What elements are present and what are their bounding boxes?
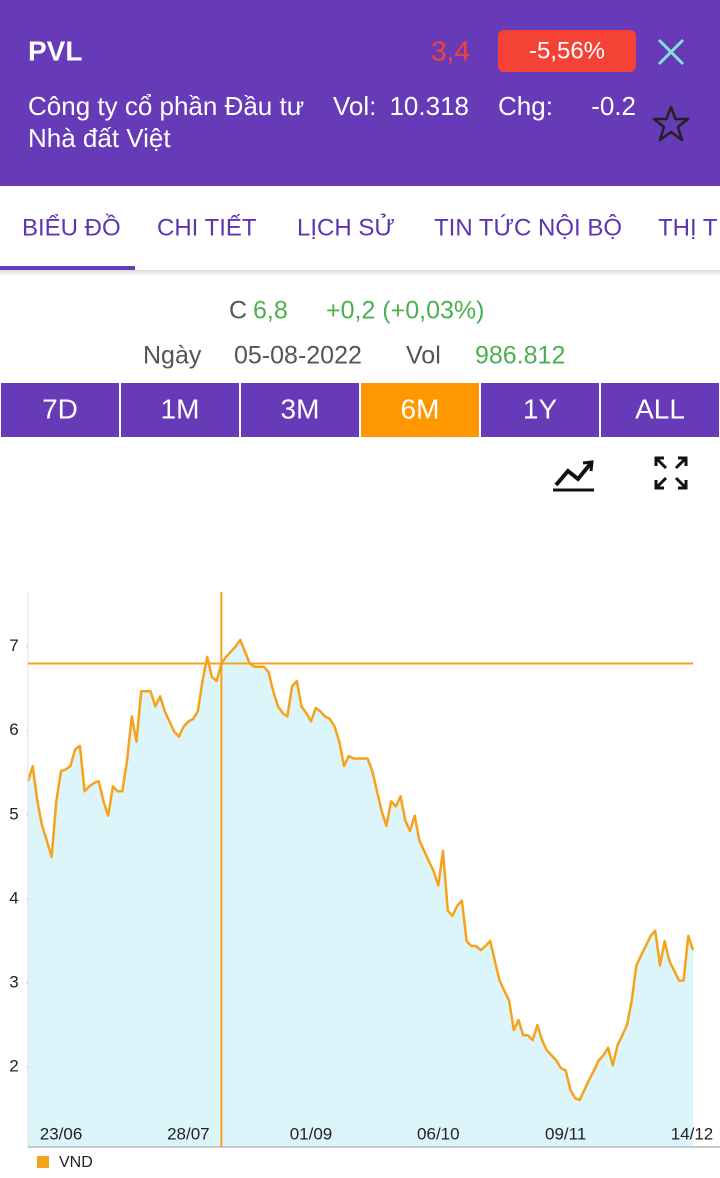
change: +0,2 (+0,03%) [326,297,484,325]
favorite-star[interactable] [652,105,690,142]
y-tick-label: 2 [9,1057,18,1076]
range-label: 1M [161,393,200,424]
chg-label: Chg: [498,91,553,121]
symbol: PVL [28,35,82,66]
y-tick-label: 6 [9,720,18,739]
legend-swatch [37,1156,49,1168]
x-tick-label: 09/11 [545,1124,586,1143]
tab[interactable]: LỊCH SỬ [297,212,395,241]
vol-label: Vol [406,342,441,370]
y-tick-label: 3 [9,973,18,992]
line [26,638,695,1102]
price: 3,4 [431,35,470,66]
c-value: 6,8 [253,297,288,325]
change-pct: -5,56% [529,37,605,64]
change-badge [498,30,636,72]
tab[interactable]: THỊ T [658,214,718,241]
tab-indicator [0,266,135,270]
range-button[interactable] [361,383,479,437]
y-tick-label: 5 [9,804,18,823]
range-label: ALL [635,393,685,424]
range-button[interactable] [481,383,599,437]
date-label: Ngày [143,342,202,370]
range-button[interactable] [1,383,119,437]
vol-label: Vol: [333,91,376,121]
date: 05-08-2022 [234,342,362,370]
fullscreen-button[interactable] [654,456,688,490]
x-tick-label: 01/09 [290,1124,333,1143]
c-label: C [229,297,247,325]
x-tick-label: 14/12 [671,1124,714,1143]
vol: 10.318 [389,91,469,121]
y-tick-label: 4 [9,888,18,907]
chart-type-button[interactable] [553,460,594,492]
tab[interactable]: BIỂU ĐỒ [22,213,121,241]
chg: -0.2 [591,91,636,121]
company-name: Công ty cổ phần Đầu tư [28,91,304,121]
x-tick-label: 06/10 [417,1124,460,1143]
x-tick-label: 23/06 [40,1124,83,1143]
y-tick-label: 7 [9,636,18,655]
range-button[interactable] [601,383,719,437]
vol: 986.812 [475,342,565,370]
tab-shadow [0,270,720,276]
tab-bar [0,186,720,270]
legend-label: VND [59,1154,93,1171]
company-name: Nhà đất Việt [28,123,171,153]
area [28,639,693,1147]
range-label: 7D [42,393,78,424]
close-button[interactable] [657,38,685,66]
tab[interactable]: TIN TỨC NỘI BỘ [434,213,622,241]
x-tick-label: 28/07 [167,1124,210,1143]
range-label: 6M [401,393,440,424]
range-button[interactable] [241,383,359,437]
tab[interactable]: CHI TIẾT [157,213,257,241]
range-button[interactable] [121,383,239,437]
range-label: 3M [281,393,320,424]
range-label: 1Y [523,393,558,424]
